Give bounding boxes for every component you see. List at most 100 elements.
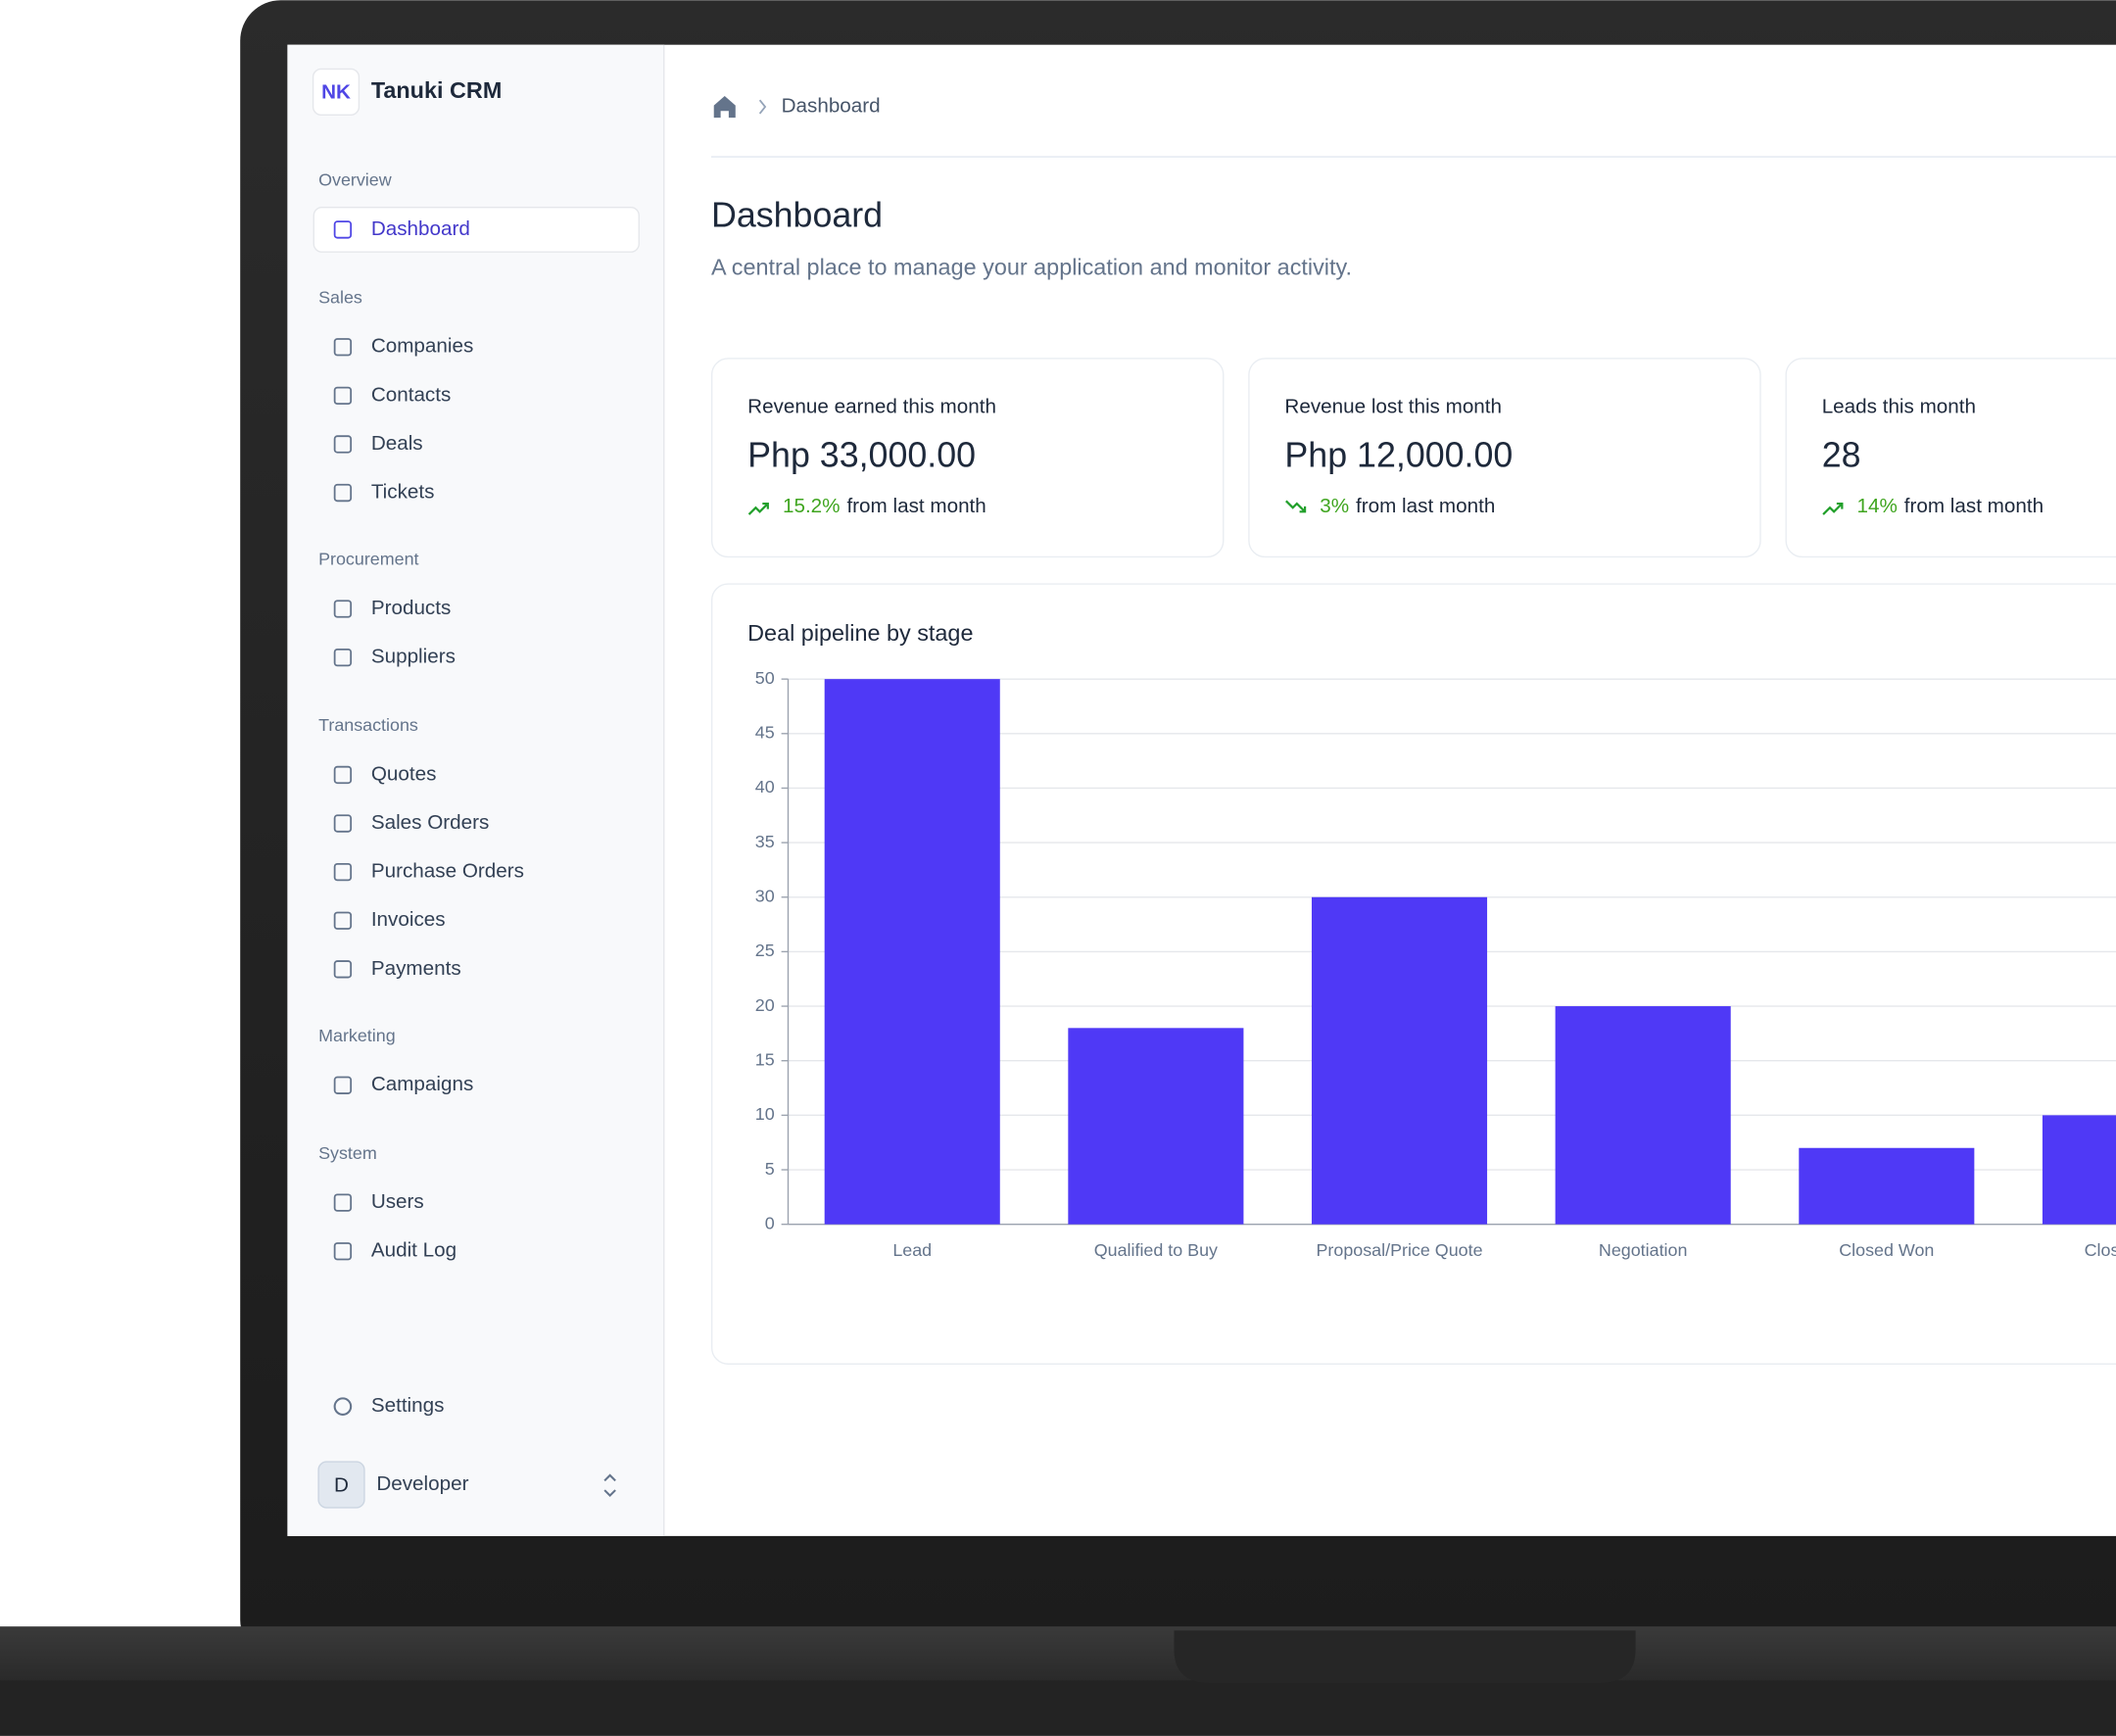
y-tick-label: 10	[755, 1104, 775, 1124]
bar	[1068, 1028, 1244, 1225]
stat-change-value: 14%	[1857, 496, 1898, 518]
x-tick-label: Lead	[892, 1240, 932, 1260]
bar	[1555, 1006, 1731, 1225]
nav-icon	[333, 483, 353, 503]
nav-icon	[333, 911, 353, 930]
chart: 0 5 10 15 20 25 30 35 40 45 50 Lead Qualified to Buy…	[755, 668, 2116, 1260]
breadcrumb: Dashboard	[782, 95, 881, 118]
nav-item[interactable]: Contacts	[371, 383, 452, 406]
nav-item[interactable]: Users	[371, 1190, 424, 1213]
stat-change-value: 15.2%	[783, 496, 841, 518]
app-name: Tanuki CRM	[371, 77, 503, 103]
stat-card	[710, 358, 1225, 558]
nav-item[interactable]: Suppliers	[371, 646, 456, 668]
chart-title: Deal pipeline by stage	[747, 620, 973, 646]
avatar-initial: D	[334, 1473, 349, 1496]
nav-icon	[333, 1193, 353, 1212]
y-tick-label: 40	[755, 777, 775, 796]
nav-icon	[333, 435, 353, 454]
stat-label: Revenue lost this month	[1284, 396, 1502, 418]
stats: Revenue earned this month Php 33,000.00 15…	[710, 358, 2116, 558]
x-tick-label: Clos	[2085, 1240, 2116, 1260]
nav-item[interactable]: Tickets	[371, 480, 435, 503]
y-tick-label: 35	[755, 832, 775, 851]
y-tick-label: 15	[755, 1049, 775, 1069]
stat-change-text: from last month	[1904, 496, 2044, 518]
stat-value: 28	[1822, 436, 1861, 475]
avatar[interactable]	[317, 1461, 365, 1509]
x-tick-label: Qualified to Buy	[1094, 1240, 1218, 1260]
stat-change: 3% from last month	[1320, 496, 1495, 518]
nav-icon	[333, 220, 353, 239]
x-tick-label: Closed Won	[1839, 1240, 1934, 1260]
nav: Overview Dashboard Sales Companies Contacts D…	[313, 170, 640, 1262]
x-tick-label: Proposal/Price Quote	[1316, 1240, 1482, 1260]
y-tick-label: 25	[755, 940, 775, 960]
home-icon[interactable]	[713, 96, 736, 119]
stat-change-value: 3%	[1320, 496, 1349, 518]
bar	[2042, 1115, 2116, 1225]
stat-value: Php 33,000.00	[747, 436, 976, 475]
stat-value: Php 12,000.00	[1284, 436, 1513, 475]
settings-link[interactable]: Settings	[371, 1394, 445, 1417]
trend-icon	[1822, 502, 1844, 515]
stat-change-text: from last month	[1356, 496, 1495, 518]
nav-item[interactable]: Deals	[371, 432, 423, 455]
sidebar	[287, 44, 664, 1536]
nav-item[interactable]: Sales Orders	[371, 811, 490, 834]
nav-icon	[333, 338, 353, 357]
stat-change: 14% from last month	[1857, 496, 2044, 518]
trend-icon	[747, 502, 769, 515]
y-tick-label: 20	[755, 995, 775, 1015]
bar	[1799, 1147, 1975, 1225]
nav-section-label: Transactions	[318, 715, 418, 735]
nav-icon	[333, 600, 353, 618]
user-name[interactable]: Developer	[376, 1472, 468, 1495]
nav-section-label: Sales	[318, 287, 362, 307]
y-tick-label: 45	[755, 723, 775, 743]
nav-section-label: System	[318, 1143, 377, 1163]
stat-label: Leads this month	[1822, 396, 1976, 418]
nav-icon	[333, 960, 353, 979]
nav-item[interactable]: Payments	[371, 957, 461, 980]
nav-icon	[333, 862, 353, 882]
y-tick-label: 30	[755, 886, 775, 905]
nav-icon	[333, 648, 353, 667]
nav-item[interactable]: Campaigns	[371, 1073, 473, 1095]
x-tick-label: Negotiation	[1599, 1240, 1688, 1260]
logo-mark: NK	[321, 81, 351, 104]
nav-section-label: Procurement	[318, 550, 418, 569]
logo	[312, 68, 361, 117]
bar	[1311, 896, 1488, 1225]
settings-icon	[333, 1397, 353, 1416]
nav-item[interactable]: Companies	[371, 335, 473, 358]
stat-change-text: from last month	[846, 496, 986, 518]
stat-change: 15.2% from last month	[783, 496, 986, 518]
y-tick-label: 0	[765, 1213, 775, 1232]
nav-active-bg	[313, 207, 640, 253]
nav-item[interactable]: Purchase Orders	[371, 860, 524, 883]
nav-item[interactable]: Products	[371, 597, 452, 619]
y-tick-label: 50	[755, 668, 775, 688]
page-title: Dashboard	[711, 195, 883, 234]
page-subtitle: A central place to manage your applicati…	[711, 255, 1352, 280]
base-lower	[0, 1680, 2116, 1736]
nav-icon	[333, 1076, 353, 1094]
nav-icon	[333, 1242, 353, 1261]
nav-item[interactable]: Audit Log	[371, 1239, 457, 1262]
stat-label: Revenue earned this month	[747, 396, 996, 418]
nav-icon	[333, 814, 353, 833]
y-tick-label: 5	[765, 1159, 775, 1179]
nav-icon	[333, 386, 353, 406]
nav-item[interactable]: Invoices	[371, 908, 446, 931]
nav-section-label: Marketing	[318, 1026, 396, 1045]
nav-section-label: Overview	[318, 170, 392, 190]
notch	[1174, 1630, 1636, 1684]
nav-item[interactable]: Dashboard	[371, 217, 470, 240]
user-menu-chevron[interactable]	[603, 1473, 616, 1498]
stat-card	[1785, 358, 2116, 558]
stat-card	[1248, 358, 1761, 558]
nav-item[interactable]: Quotes	[371, 762, 437, 785]
